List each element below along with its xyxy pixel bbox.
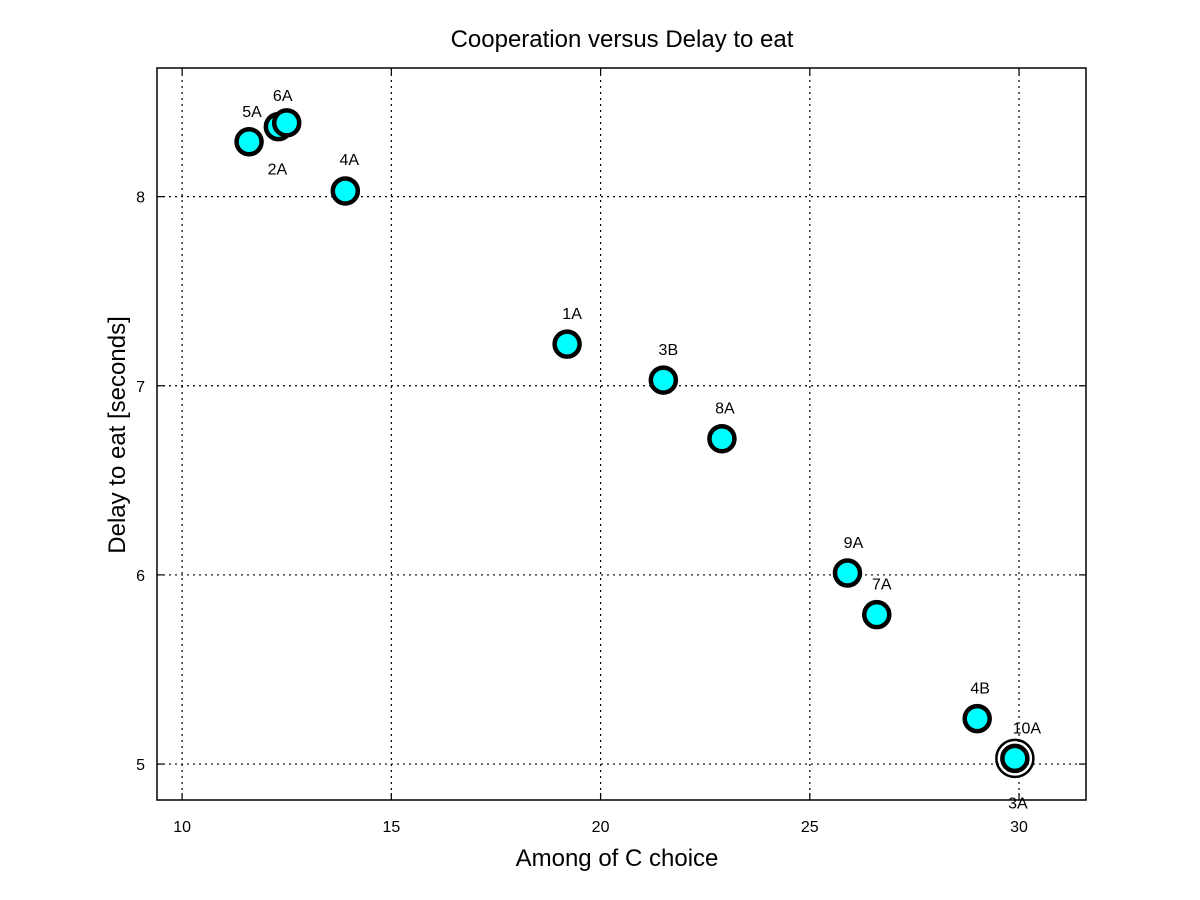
y-tick-label: 7: [136, 379, 145, 396]
data-point: [234, 127, 264, 157]
point-label: 1A: [562, 306, 582, 323]
data-point: [271, 108, 302, 138]
point-label: 10A: [1013, 720, 1042, 737]
point-label: 5A: [242, 104, 262, 121]
point-labels: 5A 2A 6A 4A 1A 3B 8A 9A 7A 4B 3A 10A: [242, 88, 1041, 813]
point-label: 2A: [268, 162, 288, 179]
point-label: 8A: [715, 401, 735, 418]
data-point: [862, 599, 892, 630]
data-point: [648, 365, 679, 395]
plot-frame: [156, 67, 1087, 801]
grid-lines: [157, 68, 1086, 800]
x-tick-label: 10: [173, 819, 191, 836]
data-point: [832, 558, 863, 588]
point-label: 3A: [1008, 795, 1028, 812]
point-label: 7A: [872, 577, 892, 594]
point-label: 6A: [273, 88, 293, 105]
data-point: [1000, 743, 1030, 774]
point-label: 4B: [970, 681, 990, 698]
y-tick-label: 8: [136, 190, 145, 207]
tick-labels: 10 15 20 25 30 5 6 7 8: [136, 190, 1028, 836]
x-tick-label: 25: [801, 819, 819, 836]
data-point: [330, 176, 361, 206]
data-points: [234, 108, 1035, 779]
data-point: [962, 703, 992, 734]
x-tick-label: 15: [382, 819, 400, 836]
x-tick-label: 20: [592, 819, 610, 836]
data-point: [707, 423, 737, 454]
point-label: 9A: [844, 535, 864, 552]
y-tick-label: 5: [136, 757, 145, 774]
x-tick-label: 30: [1010, 819, 1028, 836]
y-axis-label: Delay to eat [seconds]: [104, 316, 131, 553]
point-label: 4A: [340, 152, 360, 169]
axis-ticks: [157, 68, 1086, 800]
chart-title: Cooperation versus Delay to eat: [451, 26, 794, 53]
x-axis-label: Among of C choice: [516, 845, 719, 872]
data-point: [552, 329, 582, 359]
point-label: 3B: [659, 342, 679, 359]
y-tick-label: 6: [136, 568, 145, 585]
data-point-outline: [995, 738, 1035, 779]
